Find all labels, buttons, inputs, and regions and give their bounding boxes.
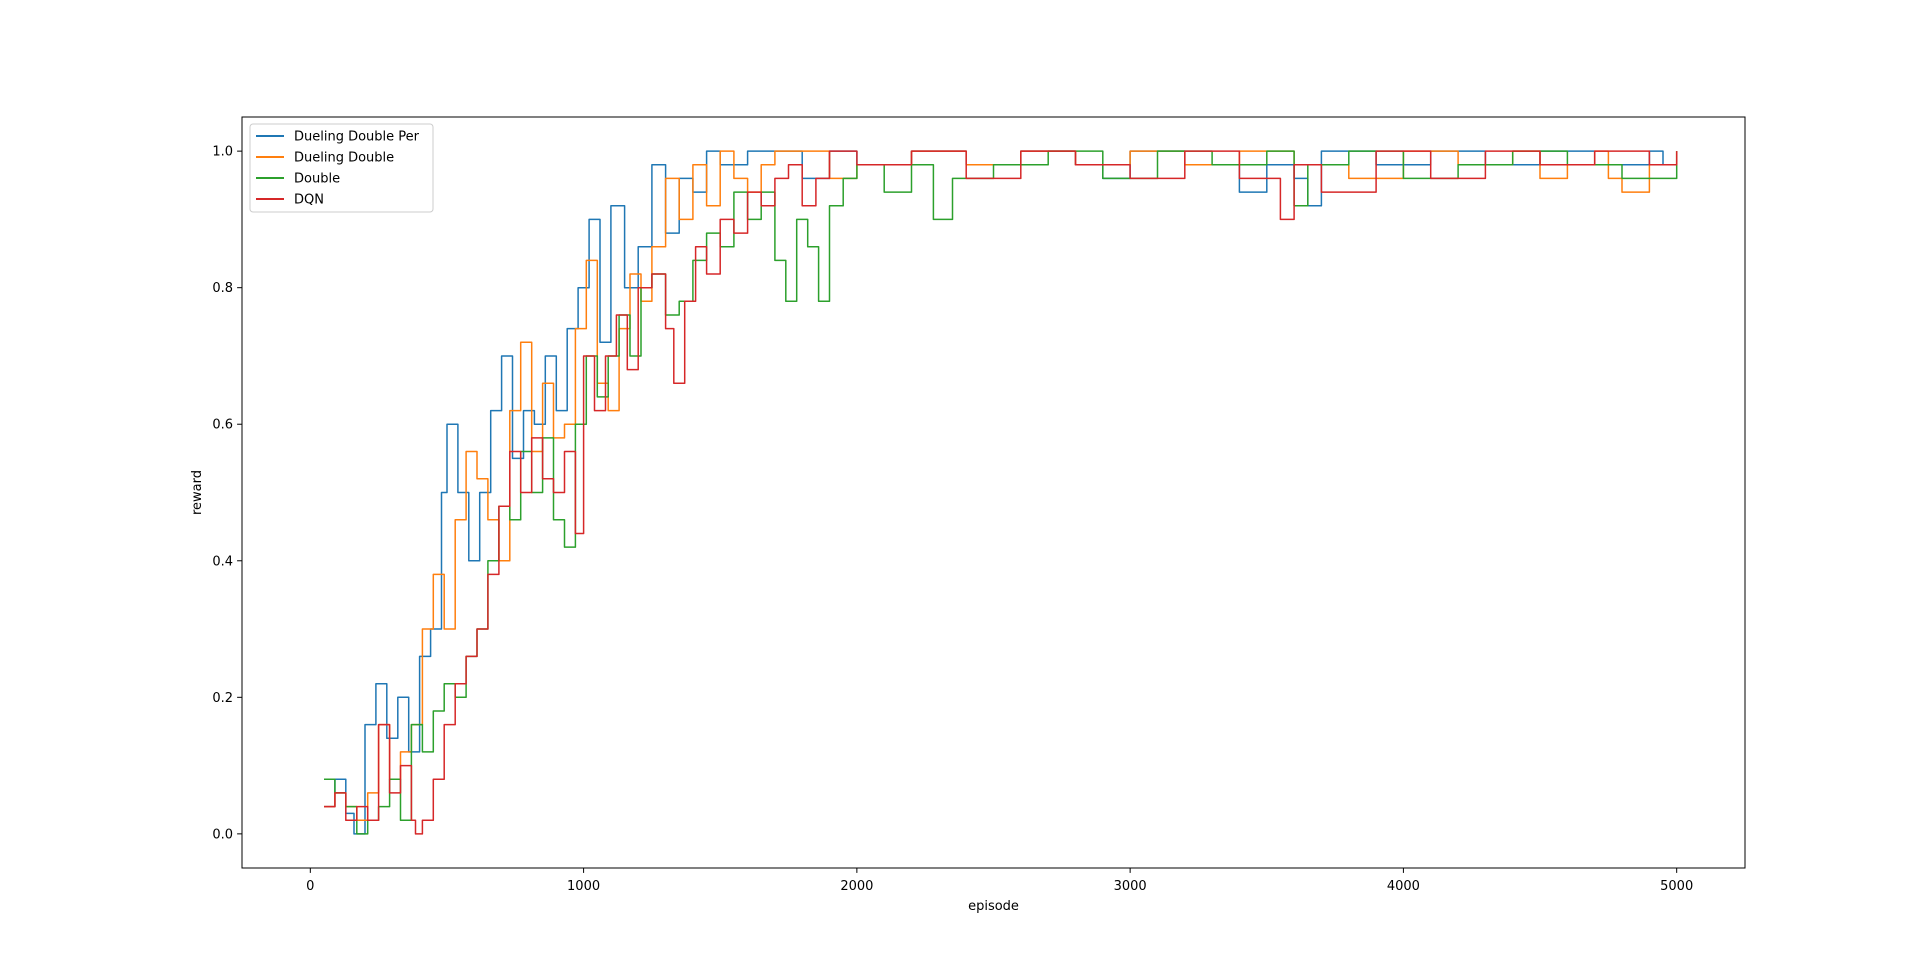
legend-label: DQN: [294, 193, 324, 208]
x-tick-label: 0: [306, 879, 314, 894]
x-tick-label: 1000: [567, 879, 600, 894]
x-tick-label: 2000: [840, 879, 873, 894]
legend-entry: Dueling Double Per: [256, 130, 420, 145]
series-line-2: [324, 150, 1678, 821]
legend-label: Double: [294, 172, 340, 187]
y-tick-label: 0.4: [212, 554, 233, 569]
legend: Dueling Double Per Dueling Double Double…: [249, 123, 434, 213]
x-tick-label: 4000: [1387, 879, 1420, 894]
y-axis-ticks: 0.0 0.2 0.4 0.6 0.8 1.0: [212, 145, 242, 842]
y-tick-label: 1.0: [212, 145, 233, 160]
y-axis-label: reward: [190, 470, 205, 515]
y-tick-label: 0.6: [212, 418, 233, 433]
legend-label: Dueling Double: [294, 151, 394, 166]
series-lines: [324, 150, 1678, 835]
legend-label: Dueling Double Per: [294, 130, 420, 145]
series-line-4: [324, 150, 1678, 835]
legend-entry: Double: [256, 172, 340, 187]
x-tick-label: 3000: [1114, 879, 1147, 894]
x-tick-label: 5000: [1660, 879, 1693, 894]
plot-area-frame: [241, 116, 1746, 869]
legend-entry: Dueling Double: [256, 151, 394, 166]
legend-box: [249, 123, 434, 213]
y-tick-label: 0.8: [212, 281, 233, 296]
y-tick-label: 0.0: [212, 827, 233, 842]
legend-entry: DQN: [256, 193, 324, 208]
x-axis-label: episode: [968, 899, 1019, 914]
y-tick-label: 0.2: [212, 691, 233, 706]
x-axis-ticks: 0 1000 2000 3000 4000 5000: [306, 868, 1693, 894]
